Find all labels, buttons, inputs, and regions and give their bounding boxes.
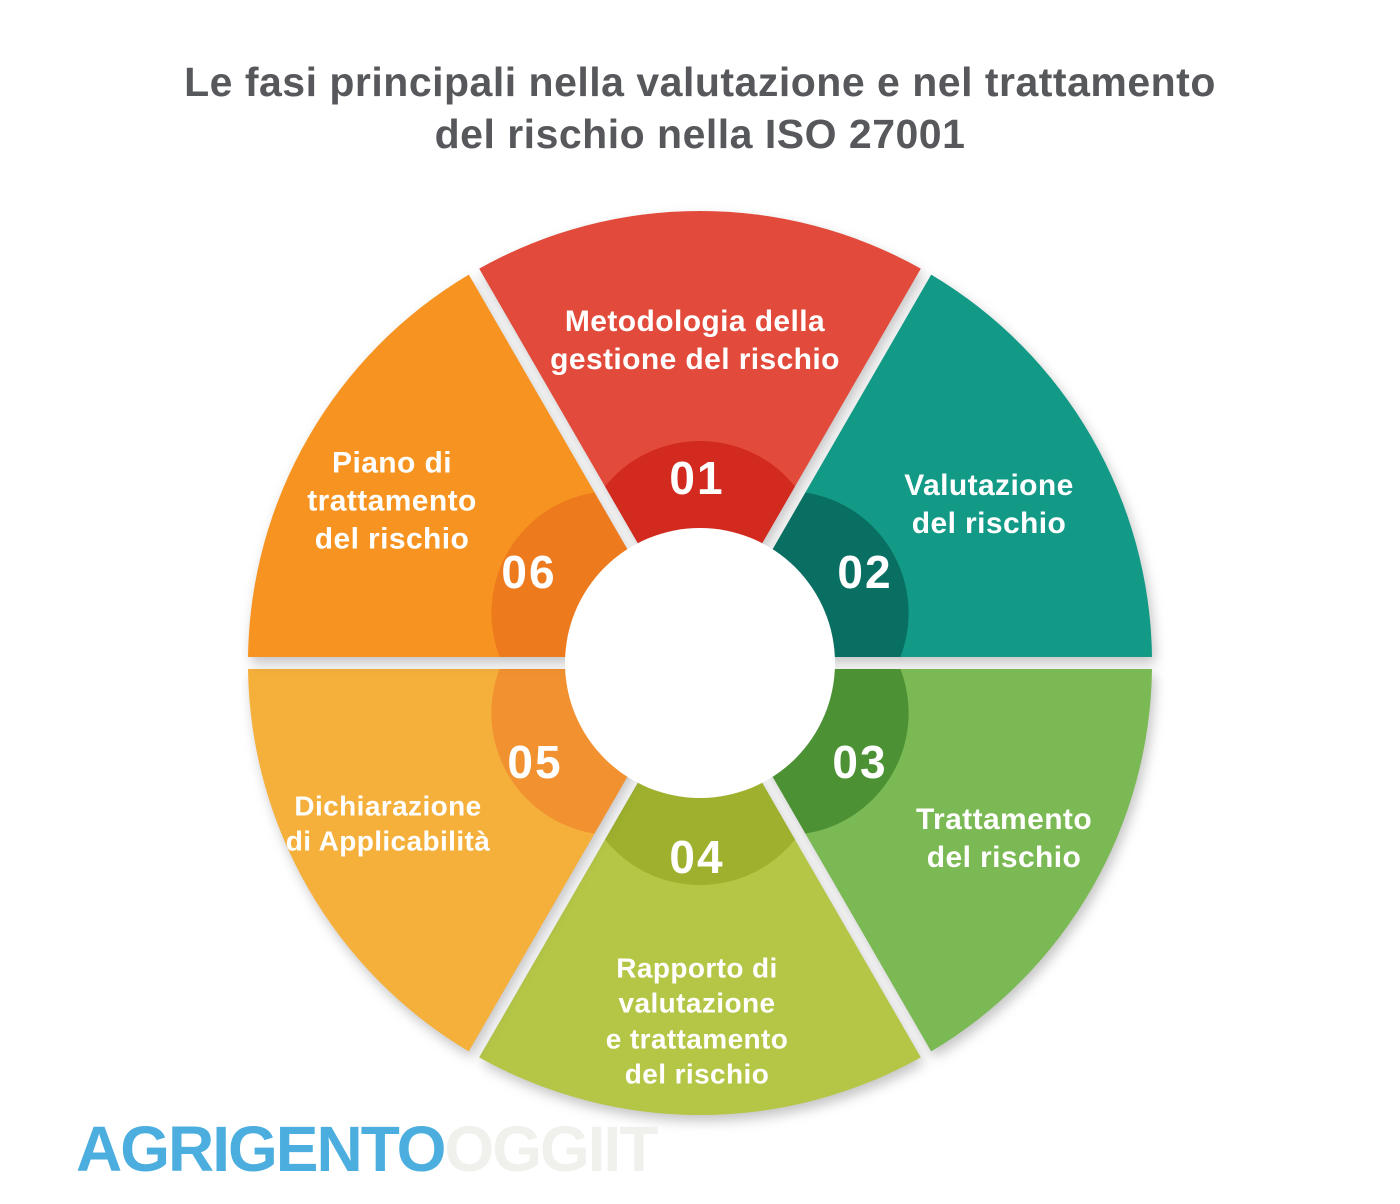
petal-outer-shape: [479, 211, 921, 487]
logo-secondary-text: OGGIIT: [444, 1113, 658, 1185]
petal-outer-shape: [479, 839, 921, 1115]
page-title: Le fasi principali nella valutazione e n…: [184, 59, 1216, 158]
logo-primary-text: AGRIGENTO: [76, 1113, 446, 1185]
logo: AGRIGENTOOGGIIT: [76, 1112, 658, 1186]
center-disc: [565, 528, 835, 798]
